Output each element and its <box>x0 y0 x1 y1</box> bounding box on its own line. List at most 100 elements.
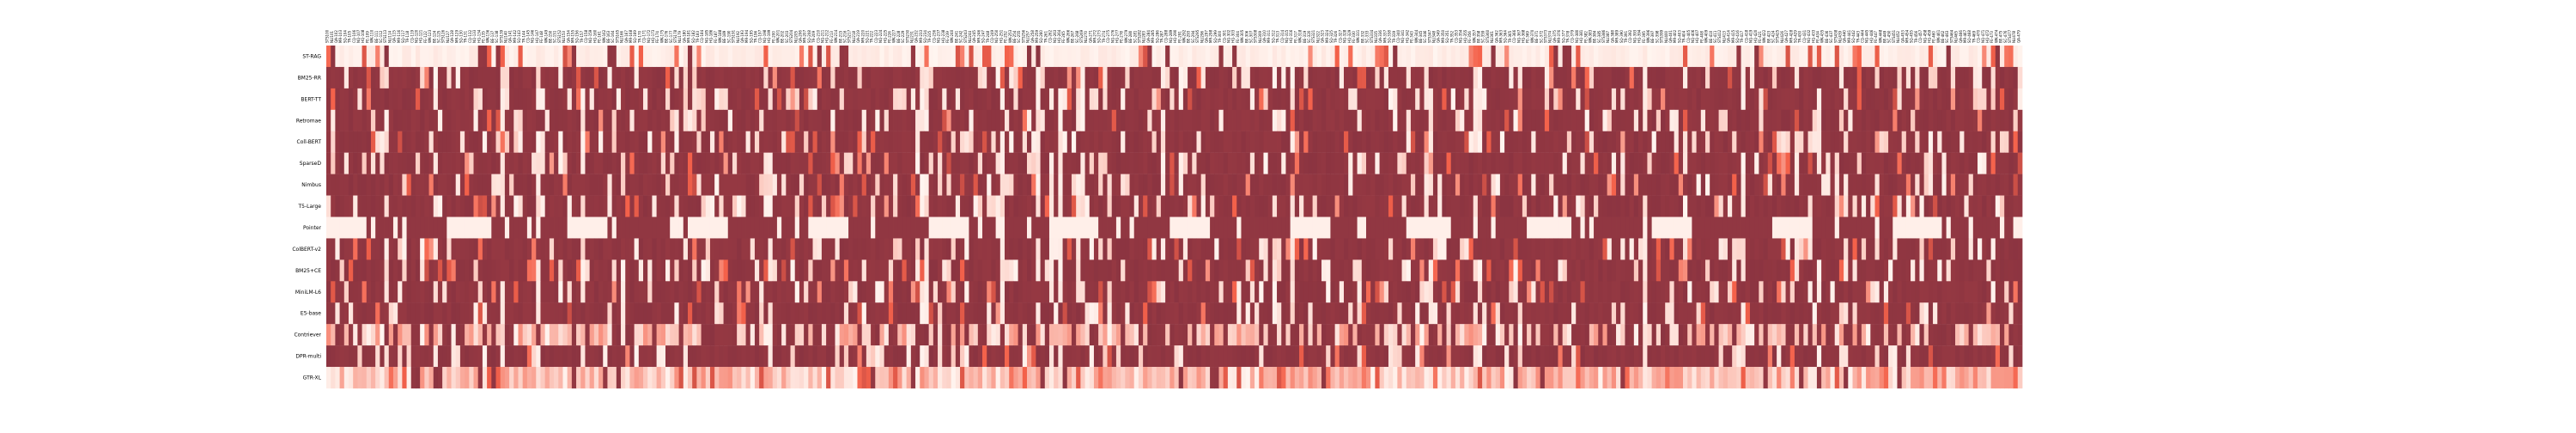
heatmap-cell <box>361 216 368 239</box>
heatmap-cell <box>1535 259 1541 282</box>
heatmap-cell <box>665 302 671 325</box>
heatmap-cell <box>1816 174 1822 196</box>
heatmap-cell <box>1018 238 1024 260</box>
heatmap-cell <box>1263 281 1269 303</box>
heatmap-cell <box>1031 152 1036 174</box>
heatmap-cell <box>678 131 684 153</box>
heatmap-cell <box>1151 88 1157 111</box>
heatmap-cell <box>2000 216 2005 239</box>
heatmap-cell <box>2008 88 2014 111</box>
heatmap-cell <box>938 152 943 174</box>
heatmap-cell <box>1227 238 1233 260</box>
heatmap-cell <box>1424 152 1430 174</box>
heatmap-cell <box>1874 195 1880 217</box>
heatmap-cell <box>1816 46 1822 68</box>
heatmap-cell <box>500 324 506 346</box>
heatmap-cell <box>1749 174 1755 196</box>
heatmap-cell <box>1964 109 1970 131</box>
heatmap-cell <box>558 281 563 303</box>
heatmap-cell <box>938 238 943 260</box>
heatmap-cell <box>1616 152 1621 174</box>
heatmap-cell <box>509 259 514 282</box>
heatmap-cell <box>348 302 354 325</box>
heatmap-cell <box>750 302 756 325</box>
heatmap-cell <box>554 195 559 217</box>
heatmap-cell <box>1450 109 1456 131</box>
heatmap-cell <box>1616 238 1621 260</box>
heatmap-cell <box>1700 66 1706 89</box>
heatmap-cell <box>1160 259 1166 282</box>
heatmap-cell <box>772 88 778 111</box>
heatmap-cell <box>1272 131 1278 153</box>
heatmap-cell <box>433 66 439 89</box>
heatmap-cell <box>410 216 416 239</box>
heatmap-cell <box>1611 152 1617 174</box>
heatmap-cell <box>1580 216 1586 239</box>
heatmap-cell <box>960 281 965 303</box>
heatmap-cell <box>1048 281 1054 303</box>
heatmap-cell <box>848 152 854 174</box>
heatmap-cell <box>1777 216 1782 239</box>
heatmap-cell <box>567 46 573 68</box>
heatmap-cell <box>799 152 805 174</box>
heatmap-cell <box>536 131 541 153</box>
heatmap-cell <box>830 195 835 217</box>
heatmap-cell <box>1013 259 1018 282</box>
heatmap-cell <box>1486 302 1492 325</box>
heatmap-cell <box>406 88 412 111</box>
heatmap-cell <box>2004 302 2009 325</box>
heatmap-cell <box>1397 259 1402 282</box>
heatmap-cell <box>745 302 751 325</box>
heatmap-cell <box>1513 281 1519 303</box>
heatmap-cell <box>1263 302 1269 325</box>
heatmap-cell <box>1852 46 1858 68</box>
heatmap-cell <box>1513 109 1519 131</box>
heatmap-cell <box>1147 281 1152 303</box>
heatmap-cell <box>1040 66 1046 89</box>
heatmap-cell <box>1397 152 1402 174</box>
heatmap-cell <box>853 216 858 239</box>
heatmap-cell <box>906 152 912 174</box>
heatmap-cell <box>705 88 711 111</box>
heatmap-cell <box>1084 302 1091 325</box>
heatmap-cell <box>1611 88 1617 111</box>
heatmap-cell <box>1620 216 1625 239</box>
heatmap-cell <box>437 195 443 217</box>
heatmap-cell <box>1210 131 1215 153</box>
heatmap-cell <box>1722 46 1728 68</box>
heatmap-cell <box>522 152 528 174</box>
heatmap-cell <box>1754 302 1759 325</box>
heatmap-cell <box>1700 109 1706 131</box>
heatmap-cell <box>964 281 969 303</box>
heatmap-cell <box>1076 46 1081 68</box>
heatmap-cell <box>745 152 751 174</box>
heatmap-cell <box>603 195 608 217</box>
heatmap-cell <box>398 216 403 239</box>
heatmap-cell <box>1982 302 1987 325</box>
heatmap-cell <box>1393 152 1398 174</box>
heatmap-cell <box>701 302 707 325</box>
heatmap-cell <box>977 109 983 131</box>
heatmap-cell <box>437 324 443 346</box>
heatmap-cell <box>826 152 831 174</box>
heatmap-cell <box>1227 131 1233 153</box>
heatmap-cell <box>532 195 537 217</box>
heatmap-cell <box>1383 46 1389 68</box>
heatmap-cell <box>1696 281 1702 303</box>
heatmap-cell <box>1856 109 1862 131</box>
heatmap-cell <box>1227 281 1233 303</box>
heatmap-cell <box>1415 109 1420 131</box>
heatmap-cell <box>1959 302 1965 325</box>
heatmap-cell <box>1919 174 1925 196</box>
heatmap-cell <box>1767 281 1773 303</box>
heatmap-cell <box>1883 195 1889 217</box>
heatmap-cell <box>1348 281 1353 303</box>
heatmap-cell <box>1844 66 1849 89</box>
heatmap-cell <box>1170 259 1175 282</box>
heatmap-cell <box>1249 259 1255 282</box>
heatmap-cell <box>835 302 841 325</box>
heatmap-cell <box>951 195 957 217</box>
heatmap-cell <box>1165 109 1170 131</box>
heatmap-cell <box>1285 216 1291 239</box>
